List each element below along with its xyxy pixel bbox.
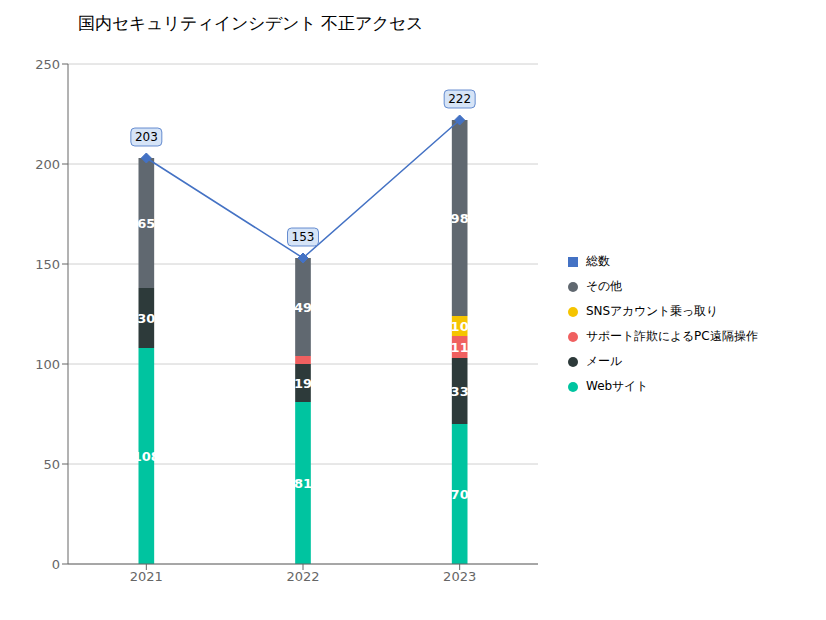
svg-text:250: 250: [35, 57, 60, 72]
svg-text:81: 81: [294, 476, 312, 491]
svg-text:70: 70: [451, 487, 469, 502]
svg-text:30: 30: [137, 311, 155, 326]
svg-text:2023: 2023: [443, 569, 476, 584]
html-text:メール: メール: [586, 354, 622, 368]
svg-text:100: 100: [35, 357, 60, 372]
svg-text:0: 0: [52, 557, 60, 572]
html-text:総数: 総数: [586, 254, 610, 268]
svg-text:150: 150: [35, 257, 60, 272]
svg-text:65: 65: [137, 216, 155, 231]
svg-text:153: 153: [292, 230, 315, 244]
svg-text:108: 108: [133, 449, 160, 464]
html-text:Webサイト: Webサイト: [586, 379, 649, 393]
svg-text:2022: 2022: [286, 569, 319, 584]
svg-text:33: 33: [451, 384, 469, 399]
html-text:サポート詐欺によるPC遠隔操作: サポート詐欺によるPC遠隔操作: [586, 329, 758, 343]
html-text:国内セキュリティインシデント 不正アクセス: 国内セキュリティインシデント 不正アクセス: [78, 13, 424, 33]
svg-text:19: 19: [294, 376, 312, 391]
html-text:その他: その他: [586, 279, 622, 293]
svg-text:2021: 2021: [130, 569, 163, 584]
svg-text:222: 222: [448, 92, 471, 106]
html-text:SNSアカウント乗っ取り: SNSアカウント乗っ取り: [586, 304, 719, 318]
svg-text:200: 200: [35, 157, 60, 172]
svg-text:50: 50: [43, 457, 60, 472]
svg-text:98: 98: [451, 211, 469, 226]
svg-text:11: 11: [451, 340, 469, 355]
svg-text:10: 10: [451, 319, 469, 334]
svg-text:49: 49: [294, 300, 312, 315]
svg-text:203: 203: [135, 130, 158, 144]
